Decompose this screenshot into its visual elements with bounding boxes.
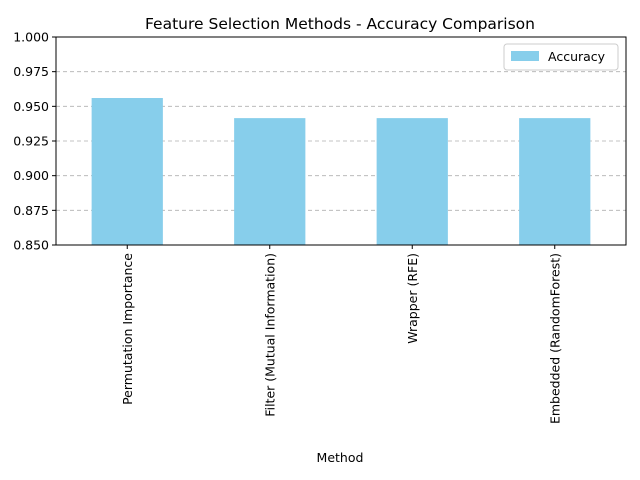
legend: Accuracy — [503, 43, 619, 71]
legend-frame — [503, 43, 619, 71]
y-tick-label: 0.950 — [13, 99, 49, 114]
bar — [519, 118, 591, 245]
x-axis-ticks: Permutation Importance Filter (Mutual Inf… — [120, 245, 562, 424]
x-tick-label: Permutation Importance — [120, 253, 135, 405]
chart-title: Feature Selection Methods - Accuracy Com… — [145, 15, 535, 33]
legend-swatch — [511, 51, 539, 61]
y-tick-label: 0.925 — [13, 134, 49, 149]
bar — [234, 118, 306, 245]
x-tick-label: Wrapper (RFE) — [405, 253, 420, 344]
bar — [376, 118, 448, 245]
legend-label: Accuracy — [548, 49, 606, 64]
y-tick-label: 1.000 — [13, 30, 49, 45]
y-tick-label: 0.975 — [13, 64, 49, 79]
x-tick-label: Filter (Mutual Information) — [262, 253, 277, 417]
y-tick-label: 0.850 — [13, 238, 49, 253]
bar — [91, 98, 163, 245]
x-axis-label: Method — [317, 450, 364, 465]
bars — [91, 98, 591, 245]
x-tick-label: Embedded (RandomForest) — [547, 253, 562, 424]
y-tick-label: 0.900 — [13, 168, 49, 183]
y-axis-ticks: 0.850 0.875 0.900 0.925 0.950 0.975 1.000 — [13, 30, 56, 253]
y-tick-label: 0.875 — [13, 203, 49, 218]
